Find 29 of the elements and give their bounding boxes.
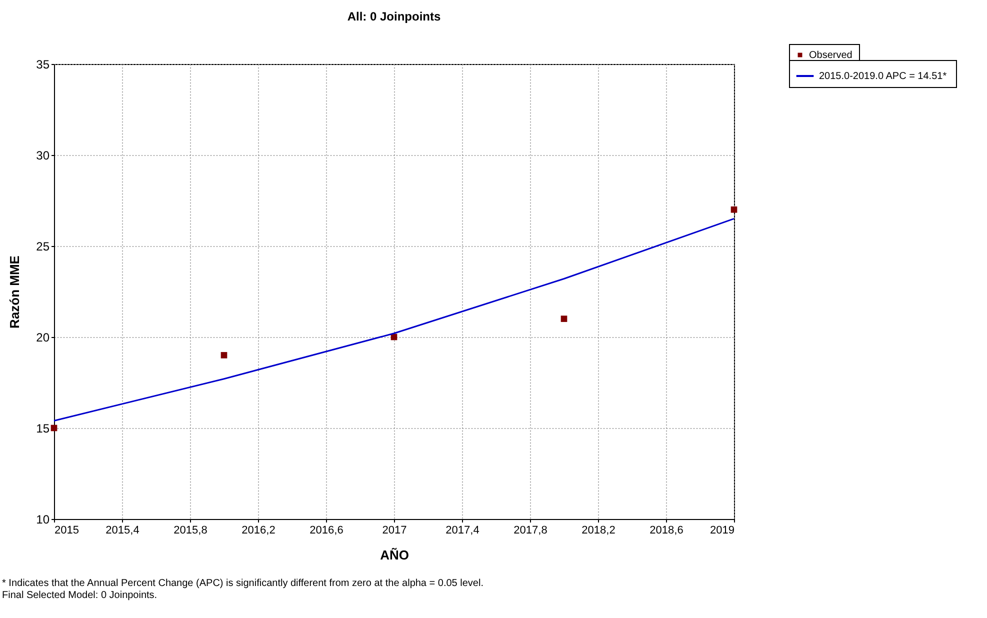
- x-tick-label: 2015: [54, 524, 79, 536]
- text: * Indicates that the Annual Percent Change (APC) is significantly different from zero at the alpha = 0.05 level.: [2, 578, 484, 590]
- y-axis-title: Razón MME: [7, 255, 22, 328]
- x-tick-label: 2017,4: [446, 524, 480, 536]
- y-tick-label: 10: [36, 512, 50, 526]
- x-tick-label: 2017,8: [514, 524, 548, 536]
- y-tick-label: 25: [36, 240, 50, 254]
- x-tick-label: 2017: [382, 524, 407, 536]
- y-tick-label: 15: [36, 422, 50, 436]
- chart-title: All: 0 Joinpoints: [347, 10, 441, 24]
- x-tick-label: 2015,4: [106, 524, 140, 536]
- x-axis-title: AÑO: [380, 548, 409, 562]
- x-tick-label: 2015,8: [174, 524, 208, 536]
- x-tick-label: 2018,6: [650, 524, 684, 536]
- point: [220, 352, 228, 358]
- line-series: [53, 218, 735, 422]
- legend-label: 2015.0-2019.0 APC = 14.51*: [819, 71, 947, 82]
- x-tick-label: 2016,2: [242, 524, 276, 536]
- point: [560, 316, 568, 322]
- y-tick-label: 20: [36, 330, 50, 344]
- x-tick-label: 2019: [710, 524, 734, 536]
- text: Final Selected Model: 0 Joinpoints.: [2, 590, 158, 602]
- legend-label: Observed: [809, 50, 852, 61]
- x-tick-label: 2016,6: [310, 524, 344, 536]
- x-tick-label: 2018,2: [582, 524, 616, 536]
- y-tick-label: 30: [36, 148, 50, 162]
- y-tick-label: 35: [36, 58, 50, 72]
- point: [730, 206, 738, 213]
- point: [50, 424, 58, 432]
